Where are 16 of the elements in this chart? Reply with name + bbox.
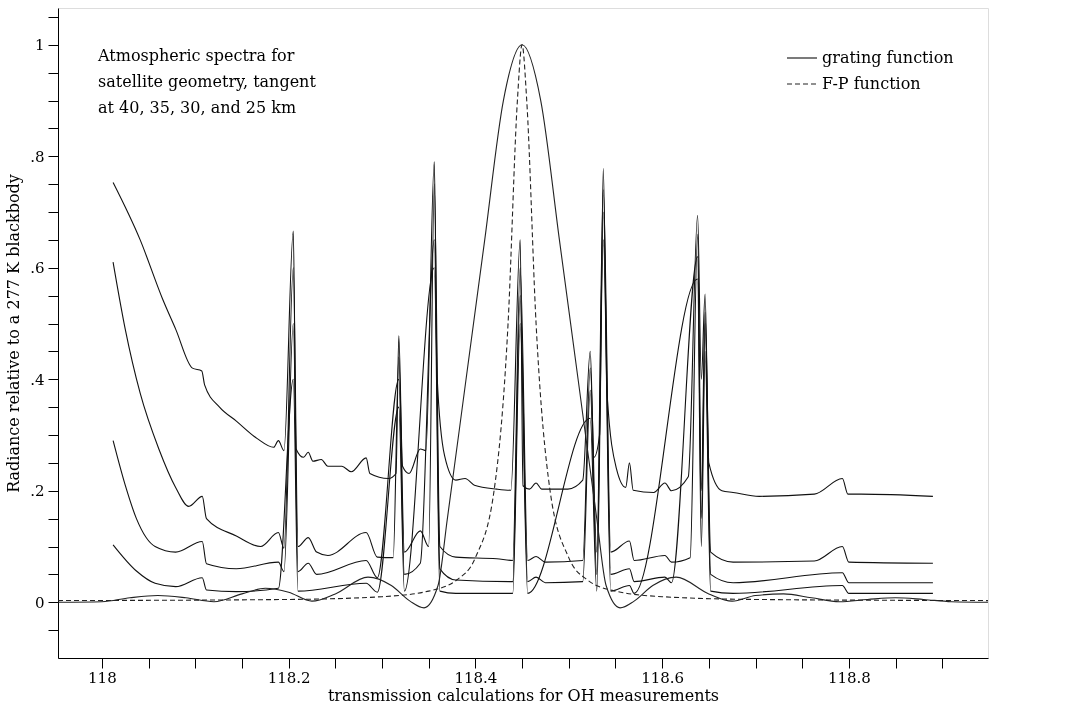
x-tick-label: 118.4	[454, 668, 498, 687]
y-tick-label: .6	[30, 259, 45, 278]
y-tick-label: .8	[30, 147, 45, 166]
y-tick-label: 1	[34, 36, 45, 55]
y-tick-label: .4	[30, 370, 45, 389]
legend-label: F-P function	[822, 74, 921, 93]
y-tick-label: 0	[34, 593, 45, 612]
x-tick-label: 118.6	[641, 668, 685, 687]
x-tick-label: 118.8	[827, 668, 871, 687]
x-axis-title: transmission calculations for OH measurements	[327, 685, 720, 705]
y-axis-title: Radiance relative to a 277 K blackbody	[4, 174, 24, 493]
x-tick-label: 118	[88, 668, 117, 687]
legend-label: grating function	[822, 48, 954, 67]
y-tick-label: .2	[30, 482, 45, 501]
x-tick-label: 118.2	[267, 668, 311, 687]
annotation: Atmospheric spectra for satellite geometry, tangent at 40, 35, 30, and 25 km	[97, 46, 317, 117]
